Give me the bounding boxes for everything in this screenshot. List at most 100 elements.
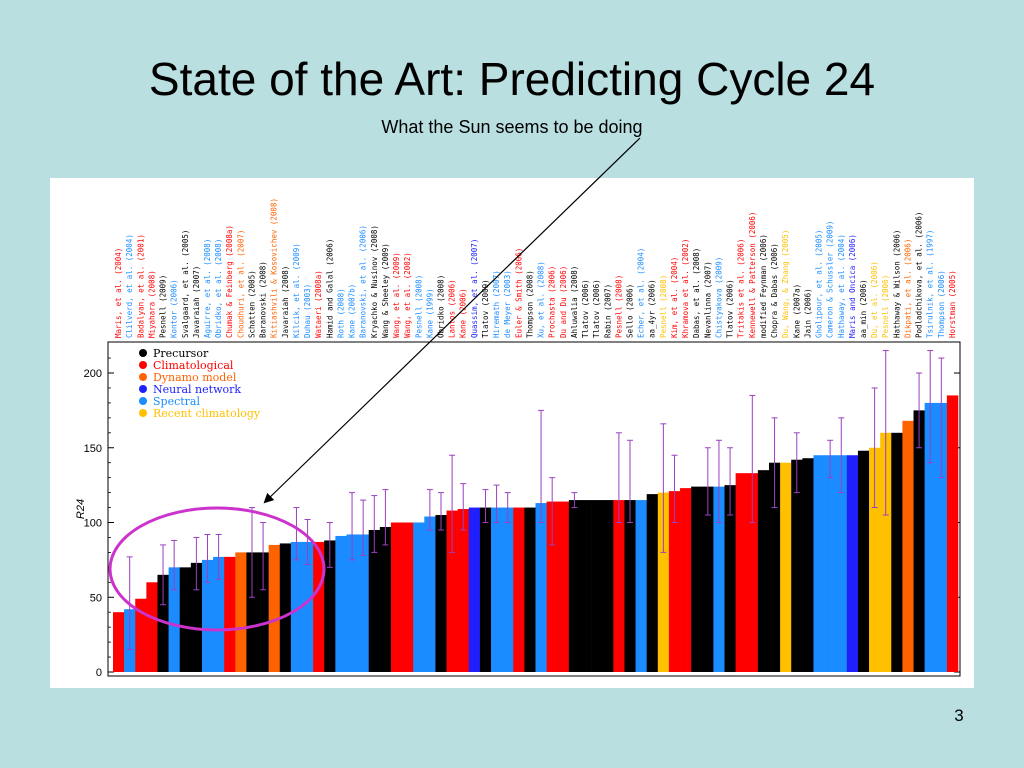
category-label-5: Kontor (2006) <box>170 279 179 338</box>
category-label-66: Maris and Oncica (2006) <box>848 234 857 338</box>
bar-11 <box>235 552 247 672</box>
category-label-23: Kryachko & Nusinov (2008) <box>370 225 379 338</box>
slide-subtitle: What the Sun seems to be doing <box>381 117 643 137</box>
category-label-69: Pesnell (2006) <box>881 275 890 338</box>
bar-53 <box>702 486 714 672</box>
legend-marker-5 <box>139 409 147 417</box>
bar-68 <box>869 447 881 672</box>
bar-56 <box>735 473 748 672</box>
bar-22 <box>357 534 370 672</box>
y-tick-label: 50 <box>90 592 102 604</box>
category-label-42: Tlatov (2006) <box>581 279 590 338</box>
y-axis-label: R24 <box>75 499 87 519</box>
bar-34 <box>491 507 503 672</box>
category-label-67: aa_min (2006) <box>859 279 868 338</box>
bar-42 <box>579 500 592 672</box>
category-label-59: Chopra & Dabas (2006) <box>770 243 779 338</box>
legend-marker-2 <box>139 373 147 381</box>
bar-72 <box>913 410 925 673</box>
bar-25 <box>390 522 403 672</box>
legend-label-1: Climatological <box>153 359 234 372</box>
category-label-9: Obridko, et al. (2008) <box>214 239 223 338</box>
bar-74 <box>935 402 948 672</box>
bar-15 <box>279 543 292 672</box>
chart-panel: 0 50 100 150 200 R24 Maris, et al. (2004) Clilv… <box>50 178 974 688</box>
bar-47 <box>635 500 647 672</box>
category-label-52: Dabas, et al. (2008) <box>692 248 701 338</box>
legend-label-0: Precursor <box>153 347 209 360</box>
category-label-4: Pesnell (2009) <box>159 275 168 338</box>
bar-63 <box>813 455 825 672</box>
category-label-14: Kitiashvili & Kosovichev (2008) <box>270 198 279 338</box>
bar-55 <box>724 485 736 673</box>
category-label-12: Schatten (2005) <box>247 270 256 338</box>
category-label-13: Baranovski (2008) <box>259 261 268 338</box>
bar-35 <box>502 507 514 672</box>
bar-6 <box>179 567 192 672</box>
category-label-21: Kane (2007b) <box>348 284 357 338</box>
bar-73 <box>924 402 937 672</box>
bar-59 <box>768 462 781 672</box>
bar-69 <box>880 432 892 672</box>
category-label-20: Roth (2008) <box>336 288 345 338</box>
bar-14 <box>268 544 281 672</box>
bar-10 <box>224 556 236 672</box>
category-label-1: Clilverd, et al. (2004) <box>125 234 134 338</box>
bar-20 <box>335 535 347 672</box>
bar-52 <box>691 486 703 672</box>
category-label-40: Du and Du (2006) <box>559 266 568 338</box>
bar-38 <box>535 503 547 672</box>
category-label-75: Horstman (2005) <box>948 270 957 338</box>
legend-label-5: Recent climatology <box>153 407 261 420</box>
bar-28 <box>424 516 436 672</box>
slide-title: State of the Art: Predicting Cycle 24 <box>148 53 876 105</box>
bar-75 <box>946 395 959 672</box>
category-label-0: Maris, et al. (2004) <box>114 248 123 338</box>
category-label-34: Hiremath (2007) <box>492 270 501 338</box>
bar-18 <box>313 541 325 672</box>
category-label-60: Du, Wang, & Zhang (2005) <box>781 230 790 338</box>
category-label-29: Obridko (2008) <box>436 275 445 338</box>
legend-label-4: Spectral <box>153 395 200 408</box>
category-label-68: Du, et al. (2006) <box>870 261 879 338</box>
y-tick-label: 100 <box>84 518 102 530</box>
category-label-44: Rabin (2007) <box>603 284 612 338</box>
category-label-25: Wang, et al. (2009) <box>392 252 401 338</box>
bar-23 <box>368 529 381 672</box>
category-label-61: Kane (2007a) <box>792 284 801 338</box>
category-label-62: Jain (2006) <box>803 288 812 338</box>
bar-39 <box>546 501 559 672</box>
category-label-36: Euler & Smith (2006) <box>514 248 523 338</box>
bar-58 <box>757 470 770 672</box>
category-label-63: Gholipour, et al. (2005) <box>815 230 824 338</box>
category-label-54: Chistyakova (2009) <box>714 257 723 338</box>
legend-label-2: Dynamo model <box>153 371 237 384</box>
bar-50 <box>668 491 681 672</box>
category-label-57: Kennewell & Patterson (2006) <box>748 212 757 338</box>
category-label-7: Javaraiah (2007) <box>192 266 201 338</box>
category-label-49: Pesnell (2008) <box>659 275 668 338</box>
bar-41 <box>568 500 581 672</box>
bar-49 <box>657 492 670 672</box>
bar-61 <box>791 459 803 672</box>
category-label-22: Baranovski, et al. (2006) <box>359 225 368 338</box>
bar-3 <box>146 582 158 672</box>
category-label-53: Nevanlinna (2007) <box>703 261 712 338</box>
bar-57 <box>746 473 759 672</box>
category-label-65: Hathaway, et al. (2004) <box>837 234 846 338</box>
bar-51 <box>680 488 692 672</box>
bar-45 <box>613 500 625 672</box>
category-label-70: Hathaway & Wilson (2006) <box>892 230 901 338</box>
category-label-18: Wataeri (2008a) <box>314 270 323 338</box>
category-label-17: Duhau (2003) <box>303 284 312 338</box>
bar-62 <box>802 458 814 672</box>
category-label-50: Kim, et al. (2004) <box>670 257 679 338</box>
bar-32 <box>468 507 481 672</box>
bar-65 <box>835 455 848 672</box>
category-label-6: Svalgaard, et al. (2005) <box>181 230 190 338</box>
category-label-43: Tlatov (2006) <box>592 279 601 338</box>
legend-marker-3 <box>139 385 147 393</box>
category-label-72: Podladchikova, et al. (2006) <box>915 212 924 338</box>
category-label-27: Pesnell (2008) <box>414 275 423 338</box>
bar-0 <box>113 612 125 672</box>
